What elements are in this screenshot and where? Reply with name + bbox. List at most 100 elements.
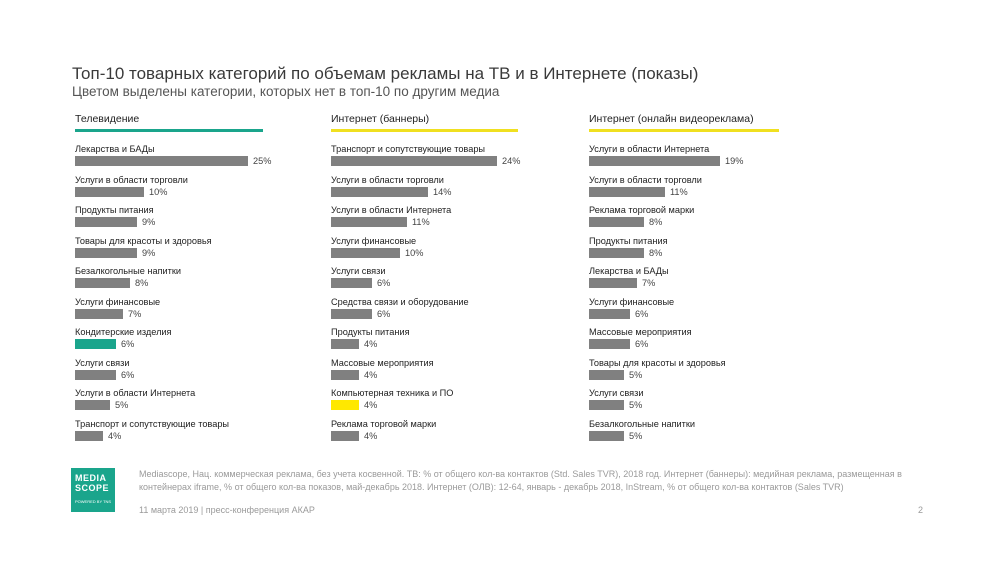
bar-row: Кондитерские изделия 6%: [75, 327, 275, 358]
bar-row: Услуги связи 6%: [75, 358, 275, 389]
bar-row: Товары для красоты и здоровья 5%: [589, 358, 789, 389]
bar: [331, 308, 372, 319]
bar-value-label: 5%: [115, 400, 129, 410]
mediascope-logo: MEDIA SCOPE POWERED BY TNS: [71, 468, 115, 512]
bar-row: Безалкогольные напитки 5%: [589, 419, 789, 450]
bar-row: Товары для красоты и здоровья 9%: [75, 236, 275, 267]
bar-category-label: Услуги финансовые: [331, 235, 417, 246]
bar-value-label: 4%: [364, 430, 378, 441]
bar-value-label: 6%: [377, 278, 391, 288]
bar: [331, 339, 359, 349]
bar: [589, 339, 630, 349]
bar: [75, 369, 116, 380]
bar: [75, 278, 130, 288]
bar-category-label: Продукты питания: [589, 235, 668, 246]
bar-row: Услуги в области торговли 14%: [331, 175, 531, 206]
bar: [331, 217, 407, 227]
bar-row: Безалкогольные напитки 8%: [75, 266, 275, 297]
chart-title-underline: [589, 129, 779, 132]
bar-category-label: Услуги в области Интернета: [75, 388, 196, 398]
bar-value-label: 14%: [433, 186, 452, 197]
bar-category-label: Товары для красоты и здоровья: [589, 357, 726, 368]
bar-value-label: 4%: [364, 339, 378, 349]
bar-value-label: 11%: [412, 217, 430, 227]
bar-category-label: Услуги связи: [75, 357, 130, 368]
bar-value-label: 9%: [142, 247, 156, 258]
bar-category-label: Транспорт и сопутствующие товары: [331, 144, 486, 154]
chart-tv: Телевидение Лекарства и БАДы 25% Услуги в …: [75, 113, 275, 449]
bar: [589, 308, 630, 319]
bar: [75, 247, 137, 258]
logo-tagline: POWERED BY TNS: [75, 499, 112, 504]
bar: [589, 186, 665, 197]
bar-row: Массовые мероприятия 4%: [331, 358, 531, 389]
bar: [331, 278, 372, 288]
logo-text-line2: SCOPE: [75, 483, 110, 493]
footer-date-event: 11 марта 2019 | пресс-конференция АКАР: [139, 505, 315, 515]
bar-category-label: Компьютерная техника и ПО: [331, 388, 454, 398]
bar-row: Услуги в области Интернета 5%: [75, 388, 275, 419]
bar-row: Услуги финансовые 6%: [589, 297, 789, 328]
bar-category-label: Услуги финансовые: [75, 296, 161, 307]
bar-category-label: Услуги связи: [589, 388, 644, 398]
bar: [589, 156, 720, 166]
bar-row: Массовые мероприятия 6%: [589, 327, 789, 358]
bar-category-label: Лекарства и БАДы: [75, 144, 155, 154]
bar-row: Продукты питания 4%: [331, 327, 531, 358]
bar-value-label: 8%: [135, 278, 149, 288]
bar-value-label: 25%: [253, 156, 272, 166]
bar-row: Услуги связи 6%: [331, 266, 531, 297]
bar: [75, 186, 144, 197]
bar-category-label: Продукты питания: [331, 327, 410, 337]
bar-row: Лекарства и БАДы 25%: [75, 144, 275, 175]
bar-category-label: Средства связи и оборудование: [331, 296, 469, 307]
bar-row: Продукты питания 8%: [589, 236, 789, 267]
chart-title-underline: [331, 129, 518, 132]
bar: [589, 400, 624, 410]
chart-title: Телевидение: [75, 113, 140, 125]
bar-row: Транспорт и сопутствующие товары 24%: [331, 144, 531, 175]
chart-internet-banners: Интернет (баннеры) Транспорт и сопутству…: [331, 113, 531, 449]
bar-value-label: 24%: [502, 156, 521, 166]
bar-row: Услуги в области Интернета 11%: [331, 205, 531, 236]
source-footnote: Mediascope, Нац. коммерческая реклама, б…: [139, 469, 902, 492]
bar-value-label: 10%: [149, 186, 168, 197]
bar-list: Транспорт и сопутствующие товары 24% Услуг…: [331, 144, 531, 449]
bar-category-label: Услуги финансовые: [589, 296, 675, 307]
bar-row: Реклама торговой марки 4%: [331, 419, 531, 450]
bar: [75, 156, 248, 166]
bar-category-label: Массовые мероприятия: [331, 357, 434, 368]
bar-category-label: Услуги в области торговли: [589, 174, 702, 185]
bar-value-label: 4%: [108, 430, 122, 441]
bar: [331, 247, 400, 258]
bar-value-label: 19%: [725, 156, 744, 166]
bar-row: Услуги в области Интернета 19%: [589, 144, 789, 175]
bar-row: Услуги финансовые 7%: [75, 297, 275, 328]
bar-category-label: Лекарства и БАДы: [589, 266, 669, 276]
bar-category-label: Массовые мероприятия: [589, 327, 692, 337]
bar-value-label: 7%: [642, 278, 656, 288]
bar-category-label: Кондитерские изделия: [75, 327, 172, 337]
page-subtitle: Цветом выделены категории, которых нет в…: [72, 84, 500, 99]
bar: [589, 217, 644, 227]
bar: [331, 430, 359, 441]
bar-row: Реклама торговой марки 8%: [589, 205, 789, 236]
bar-category-label: Услуги в области торговли: [75, 174, 188, 185]
bar-category-label: Услуги в области Интернета: [331, 205, 452, 215]
bar-row: Лекарства и БАДы 7%: [589, 266, 789, 297]
bar-category-label: Продукты питания: [75, 205, 154, 215]
bar-list: Лекарства и БАДы 25% Услуги в области торг…: [75, 144, 275, 449]
bar-list: Услуги в области Интернета 19% Услуги в об…: [589, 144, 789, 449]
bar-row: Продукты питания 9%: [75, 205, 275, 236]
bar-value-label: 6%: [635, 339, 649, 349]
bar-row: Услуги в области торговли 10%: [75, 175, 275, 206]
bar-category-label: Услуги в области торговли: [331, 174, 444, 185]
bar-row: Средства связи и оборудование 6%: [331, 297, 531, 328]
bar: [75, 217, 137, 227]
bar-value-label: 5%: [629, 369, 643, 380]
bar-value-label: 6%: [377, 308, 391, 319]
logo-text: MEDIA SCOPE: [75, 473, 109, 493]
bar-category-label: Услуги в области Интернета: [589, 144, 710, 154]
bar-value-label: 5%: [629, 430, 643, 441]
bar-category-label: Безалкогольные напитки: [75, 266, 182, 276]
